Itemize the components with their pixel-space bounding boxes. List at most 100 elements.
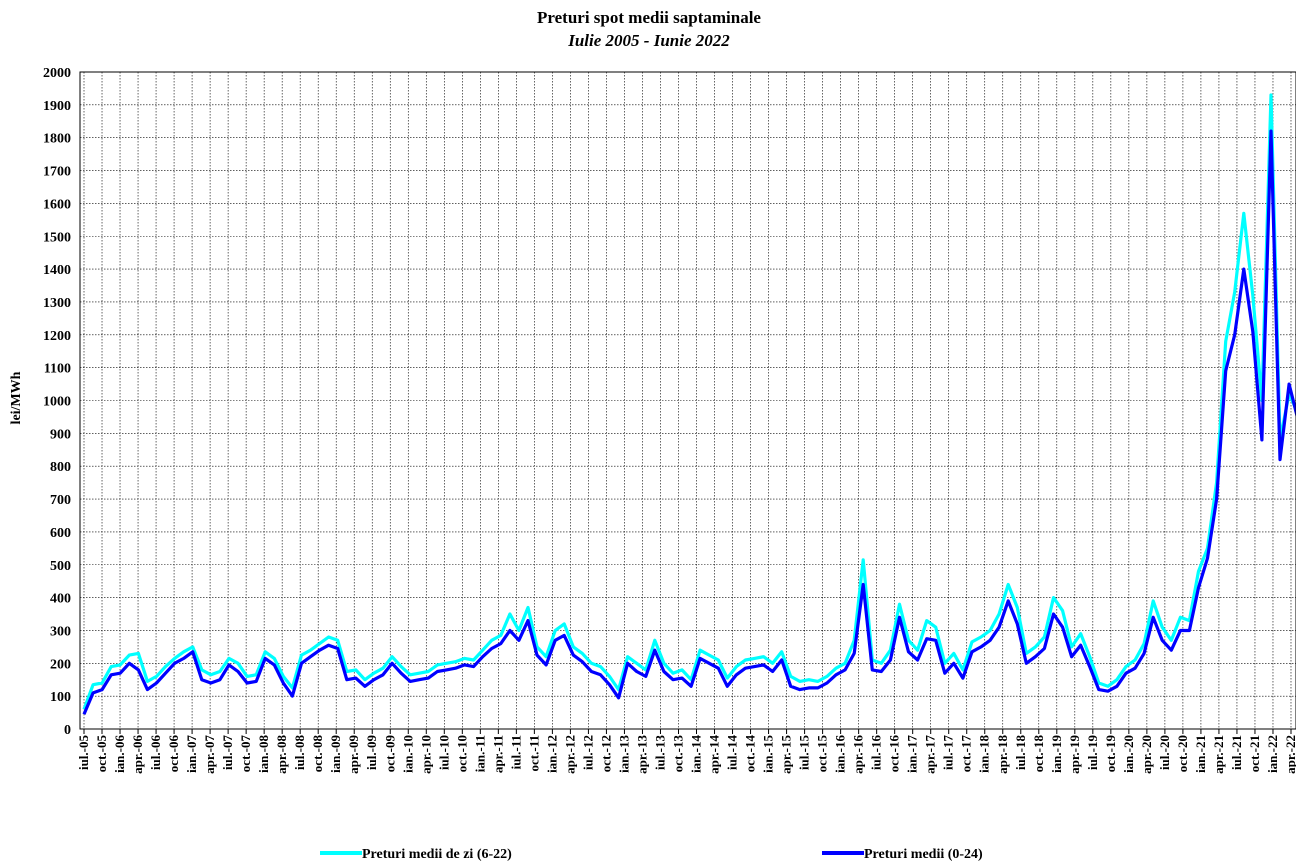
y-axis-ticks: 0 100 200 300 400 500 600 700 800 900 1000 1100 1200… [43, 66, 71, 738]
x-tick-label: oct.-20 [1175, 735, 1190, 772]
x-tick-label: iul.-14 [725, 735, 740, 771]
y-tick-label: 1500 [43, 230, 71, 245]
x-tick-label: apr.-08 [274, 735, 289, 774]
y-tick-label: 1700 [43, 165, 71, 180]
x-tick-label: iul.-20 [1157, 735, 1172, 770]
x-tick-label: apr.-16 [851, 735, 866, 774]
grid [80, 71, 1296, 729]
series-line-average [82, 129, 1296, 715]
x-tick-label: oct.-21 [1247, 735, 1262, 772]
x-tick-label: ian.-16 [833, 735, 848, 773]
x-tick-label: apr.-18 [995, 735, 1010, 774]
x-tick-label: iul.-07 [220, 735, 235, 771]
x-tick-label: ian.-21 [1193, 735, 1208, 773]
x-tick-label: apr.-09 [346, 735, 361, 774]
y-tick-label: 900 [50, 427, 71, 442]
x-tick-label: ian.-18 [977, 735, 992, 773]
x-tick-label: oct.-19 [1103, 735, 1118, 773]
legend-label: Preturi medii de zi (6-22) [362, 847, 512, 862]
x-tick-label: apr.-14 [707, 735, 722, 774]
x-tick-label: apr.-20 [1139, 735, 1154, 774]
x-tick-label: oct.-08 [310, 735, 325, 773]
legend-label: Preturi medii (0-24) [864, 847, 983, 862]
plot-frame [79, 71, 1296, 730]
x-tick-label: iul.-19 [1085, 735, 1100, 771]
x-tick-label: apr.-17 [923, 735, 938, 774]
x-tick-label: ian.-08 [256, 735, 271, 773]
x-tick-label: ian.-22 [1265, 735, 1280, 773]
x-tick-label: iul.-21 [1229, 735, 1244, 770]
x-tick-label: ian.-19 [1049, 735, 1064, 773]
x-tick-label: oct.-16 [887, 735, 902, 773]
x-tick-label: oct.-10 [454, 735, 469, 772]
y-tick-label: 1400 [43, 263, 71, 278]
y-tick-label: 1200 [43, 329, 71, 344]
y-tick-label: 1800 [43, 132, 71, 147]
x-tick-label: ian.-15 [761, 735, 776, 773]
y-tick-label: 0 [64, 723, 71, 738]
x-tick-label: ian.-10 [400, 735, 415, 773]
x-tick-label: apr.-07 [202, 735, 217, 774]
x-tick-label: oct.-06 [166, 735, 181, 773]
x-tick-label: iul.-06 [148, 735, 163, 771]
x-tick-label: iul.-12 [580, 735, 595, 770]
x-tick-label: iul.-08 [292, 735, 307, 771]
y-tick-label: 1300 [43, 296, 71, 311]
x-tick-label: oct.-18 [1031, 735, 1046, 773]
x-tick-label: ian.-13 [616, 735, 631, 773]
x-tick-label: iul.-10 [436, 735, 451, 770]
x-tick-label: ian.-07 [184, 735, 199, 773]
x-tick-label: apr.-11 [490, 735, 505, 773]
x-tick-label: oct.-15 [815, 735, 830, 773]
x-tick-label: apr.-06 [130, 735, 145, 774]
y-tick-label: 400 [50, 592, 71, 607]
x-tick-label: oct.-12 [598, 735, 613, 772]
y-tick-label: 800 [50, 460, 71, 475]
x-tick-label: iul.-09 [364, 735, 379, 771]
chart-subtitle: Iulie 2005 - Iunie 2022 [567, 31, 730, 50]
y-tick-label: 700 [50, 493, 71, 508]
x-tick-label: ian.-12 [544, 735, 559, 773]
x-tick-label: apr.-15 [779, 735, 794, 774]
y-tick-label: 500 [50, 559, 71, 574]
y-axis-label: lei/MWh [9, 371, 24, 424]
y-tick-label: 1100 [44, 362, 71, 377]
chart-title: Preturi spot medii saptaminale [537, 8, 761, 27]
series-lines [82, 93, 1296, 715]
x-tick-label: iul.-15 [797, 735, 812, 771]
x-tick-label: oct.-11 [526, 735, 541, 771]
x-tick-label: iul.-11 [508, 735, 523, 769]
legend: Preturi medii de zi (6-22) Preturi medii … [320, 847, 983, 862]
x-tick-label: apr.-22 [1283, 735, 1296, 774]
series-line-day [82, 93, 1296, 710]
x-tick-label: ian.-11 [472, 735, 487, 772]
x-tick-label: iul.-05 [76, 735, 91, 771]
x-tick-label: apr.-21 [1211, 735, 1226, 774]
x-tick-label: oct.-09 [382, 735, 397, 773]
y-tick-label: 1600 [43, 197, 71, 212]
x-tick-label: oct.-13 [670, 735, 685, 773]
y-tick-label: 100 [50, 690, 71, 705]
x-tick-label: apr.-10 [418, 735, 433, 774]
x-tick-label: ian.-17 [905, 735, 920, 773]
x-tick-label: ian.-20 [1121, 735, 1136, 773]
y-tick-label: 1900 [43, 99, 71, 114]
x-tick-label: iul.-16 [869, 735, 884, 771]
x-tick-label: oct.-05 [94, 735, 109, 773]
x-axis-ticks: iul.-05 oct.-05 ian.-06 apr.-06 iul.-06 oct.-… [76, 729, 1296, 774]
y-tick-label: 2000 [43, 66, 71, 81]
x-tick-label: oct.-14 [743, 735, 758, 773]
y-tick-label: 600 [50, 526, 71, 541]
y-tick-label: 200 [50, 657, 71, 672]
x-tick-label: oct.-07 [238, 735, 253, 773]
x-tick-label: ian.-06 [112, 735, 127, 773]
x-tick-label: oct.-17 [959, 735, 974, 773]
x-tick-label: apr.-12 [562, 735, 577, 774]
x-tick-label: apr.-19 [1067, 735, 1082, 774]
y-tick-label: 1000 [43, 395, 71, 410]
y-tick-label: 300 [50, 624, 71, 639]
x-tick-label: iul.-13 [652, 735, 667, 771]
x-tick-label: ian.-14 [689, 735, 704, 773]
x-tick-label: iul.-18 [1013, 735, 1028, 771]
